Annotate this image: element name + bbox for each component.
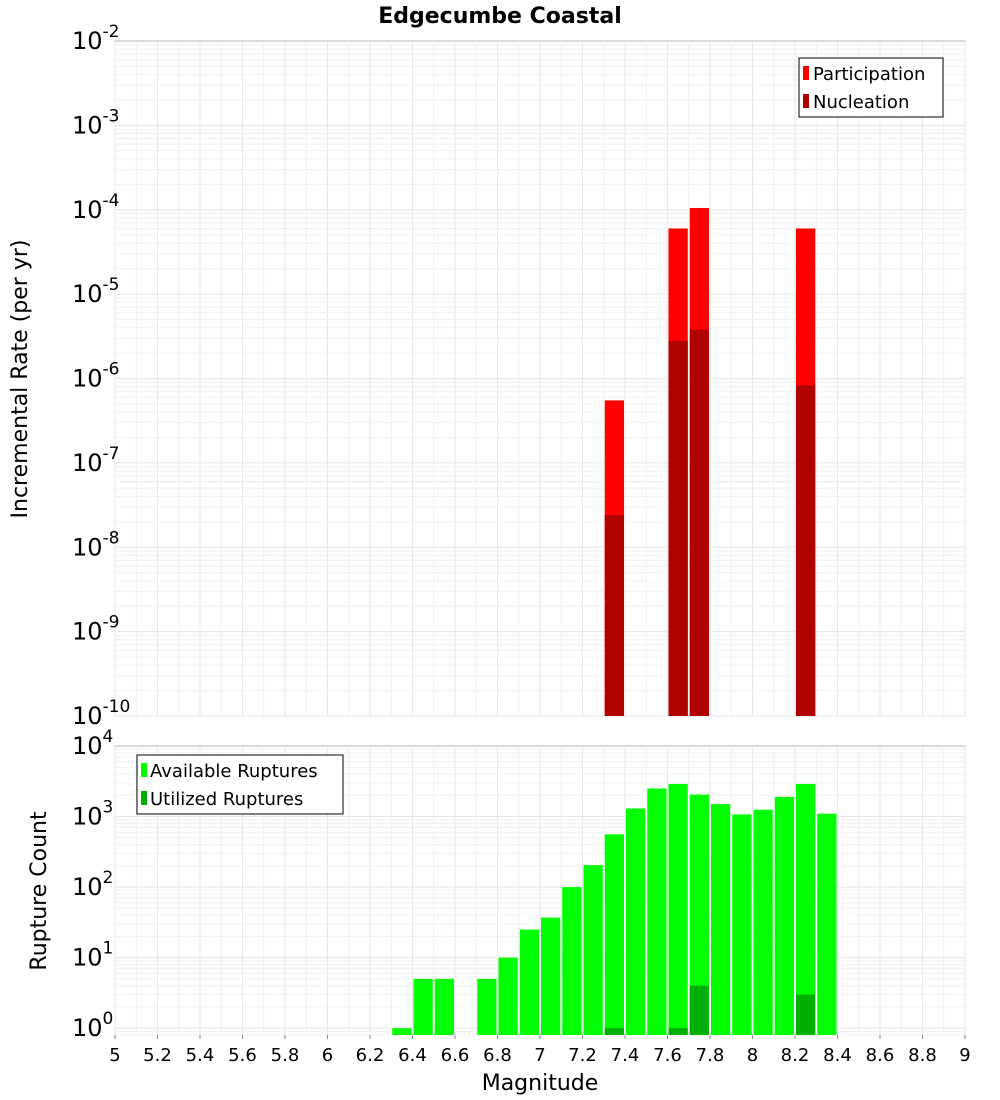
count-available-ruptures-bar <box>689 794 709 1035</box>
magnitude-x-axis-label: Magnitude <box>482 1071 599 1096</box>
count-y-tick-label: 104 <box>72 727 113 760</box>
x-tick-label: 7.6 <box>653 1045 682 1066</box>
count-available-ruptures-bar <box>583 865 603 1035</box>
x-tick-label: 6.4 <box>398 1045 427 1066</box>
count-available-ruptures-bar <box>626 808 646 1035</box>
rate-nucleation-bar <box>604 515 624 716</box>
x-tick-label: 8.8 <box>908 1045 937 1066</box>
x-tick-label: 6 <box>322 1045 333 1066</box>
rate-y-tick-label: 10-5 <box>72 275 120 308</box>
rate-y-tick-label: 10-10 <box>72 697 130 730</box>
count-utilized-ruptures-bar <box>796 994 816 1035</box>
count-y-tick-label: 102 <box>72 868 113 901</box>
count-y-tick-label: 103 <box>72 798 113 831</box>
rate-y-tick-label: 10-9 <box>72 613 120 646</box>
count-available-ruptures-bar <box>753 809 773 1035</box>
count-available-ruptures-bar <box>817 813 837 1035</box>
rate-nucleation-bar <box>796 385 816 716</box>
rate-y-tick-label: 10-2 <box>72 22 120 55</box>
x-tick-label: 9 <box>959 1045 970 1066</box>
x-tick-label: 5 <box>109 1045 120 1066</box>
rate-y-tick-label: 10-7 <box>72 444 120 477</box>
rate-nucleation-bar <box>689 329 709 716</box>
count-available-ruptures-bar <box>562 887 582 1035</box>
x-tick-label: 8.4 <box>823 1045 852 1066</box>
count-available-ruptures-bar <box>647 788 667 1035</box>
rate-legend-box <box>798 57 944 118</box>
count-available-ruptures-bar <box>477 978 497 1035</box>
count-y-tick-label: 101 <box>72 939 113 972</box>
magnitude-x-ticks: 5 5.2 5.4 5.6 5.8 6 6.2 6.4 6.6 6.8 7 7.2 7.4 7.6 7.8 8… <box>109 1035 971 1066</box>
x-tick-label: 5.8 <box>271 1045 300 1066</box>
x-tick-label: 6.8 <box>483 1045 512 1066</box>
x-tick-label: 7.8 <box>696 1045 725 1066</box>
count-utilized-ruptures-bar <box>689 985 709 1035</box>
count-y-tick-label: 100 <box>72 1009 113 1042</box>
count-available-ruptures-bar <box>774 796 794 1035</box>
count-available-ruptures-bar <box>434 978 454 1035</box>
count-utilized-ruptures-bar <box>604 1028 624 1035</box>
x-tick-label: 6.6 <box>441 1045 470 1066</box>
participation-legend-swatch <box>803 66 809 80</box>
x-tick-label: 8 <box>747 1045 758 1066</box>
rate-y-tick-label: 10-3 <box>72 106 120 139</box>
count-y-axis-label: Rupture Count <box>27 811 52 971</box>
count-available-ruptures-bar <box>519 929 539 1035</box>
x-tick-label: 8.2 <box>781 1045 810 1066</box>
utilized-ruptures-legend-swatch <box>141 791 147 805</box>
rate-y-tick-label: 10-8 <box>72 528 120 561</box>
x-tick-label: 7.4 <box>611 1045 640 1066</box>
count-available-ruptures-bar <box>668 783 688 1035</box>
rate-y-ticks: 10-10 10-9 10-8 10-7 10-6 10-5 10-4 10-3 10-2 <box>72 22 130 730</box>
count-available-ruptures-bar <box>732 814 752 1035</box>
chart-title: Edgecumbe Coastal <box>378 4 622 29</box>
x-tick-label: 6.2 <box>356 1045 385 1066</box>
count-bars <box>392 783 837 1035</box>
count-available-ruptures-bar <box>604 834 624 1035</box>
x-tick-label: 7.2 <box>568 1045 597 1066</box>
count-panel: 100 101 102 103 104 5 5.2 5.4 5.6 5.8 6 6.2 6.4 6.6 6… <box>27 727 971 1096</box>
rate-panel: 10-10 10-9 10-8 10-7 10-6 10-5 10-4 10-3 10-2 In… <box>8 22 966 730</box>
utilized-ruptures-legend-label: Utilized Ruptures <box>150 789 303 810</box>
rate-nucleation-bar <box>668 340 688 716</box>
count-y-ticks: 100 101 102 103 104 <box>72 727 113 1042</box>
rate-grid <box>114 41 966 717</box>
nucleation-legend-swatch <box>803 94 809 108</box>
count-available-ruptures-bar <box>711 804 731 1035</box>
count-available-ruptures-bar <box>796 783 816 1035</box>
rate-bars <box>604 207 816 716</box>
rate-y-tick-label: 10-6 <box>72 360 120 393</box>
count-utilized-ruptures-bar <box>668 1028 688 1035</box>
count-available-ruptures-bar <box>498 957 518 1035</box>
x-tick-label: 5.6 <box>228 1045 257 1066</box>
count-legend: Available Ruptures Utilized Ruptures <box>136 754 344 815</box>
available-ruptures-legend-swatch <box>141 763 147 777</box>
x-tick-label: 5.2 <box>143 1045 172 1066</box>
x-tick-label: 7 <box>534 1045 545 1066</box>
rate-legend: Participation Nucleation <box>798 57 944 118</box>
rate-y-tick-label: 10-4 <box>72 191 120 224</box>
nucleation-legend-label: Nucleation <box>813 92 909 113</box>
count-available-ruptures-bar <box>541 917 561 1035</box>
x-tick-label: 8.6 <box>866 1045 895 1066</box>
available-ruptures-legend-label: Available Ruptures <box>150 761 318 782</box>
rate-y-axis-label: Incremental Rate (per yr) <box>8 240 33 519</box>
participation-legend-label: Participation <box>813 64 925 85</box>
count-available-ruptures-bar <box>392 1028 412 1035</box>
x-tick-label: 5.4 <box>186 1045 215 1066</box>
count-legend-box <box>136 754 344 815</box>
count-available-ruptures-bar <box>413 978 433 1035</box>
